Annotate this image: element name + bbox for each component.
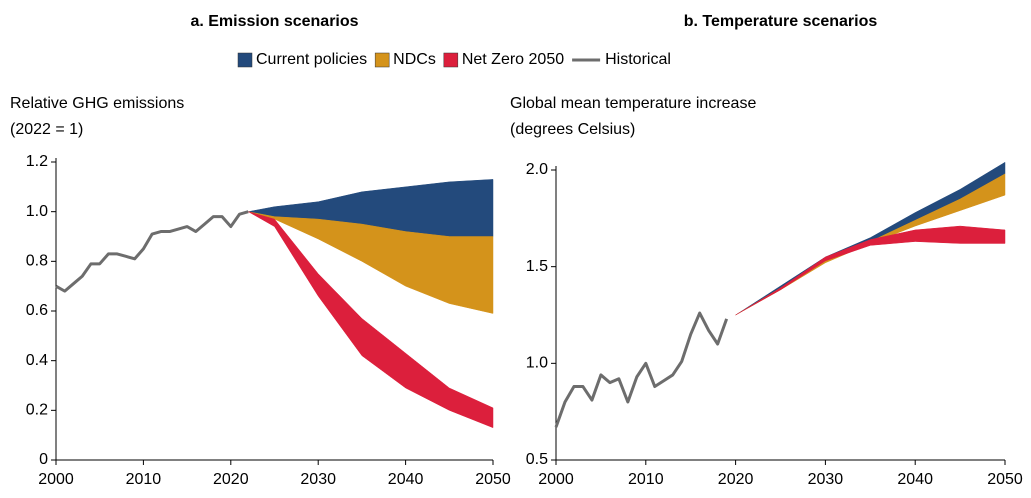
y-tick-label: 1.0 xyxy=(526,355,548,372)
chart-title: a. Emission scenarios xyxy=(190,13,358,30)
scenario-band xyxy=(248,211,494,314)
x-tick-label: 2030 xyxy=(300,471,336,488)
chart-title: b. Temperature scenarios xyxy=(684,13,878,30)
legend-swatch xyxy=(443,52,459,68)
historical-line xyxy=(55,210,249,293)
y-axis-label: Relative GHG emissions xyxy=(10,95,184,112)
scenario-band xyxy=(248,211,494,429)
y-tick-label: 1.5 xyxy=(526,258,548,275)
y-tick-label: 0.2 xyxy=(26,402,48,419)
x-tick-label: 2050 xyxy=(475,471,511,488)
y-tick-label: 0.4 xyxy=(26,352,48,369)
scenario-band xyxy=(735,225,1006,316)
y-axis-label: Global mean temperature increase xyxy=(510,95,756,112)
x-tick-label: 2000 xyxy=(38,471,74,488)
legend-swatch xyxy=(374,52,390,68)
y-tick-label: 0.8 xyxy=(26,253,48,270)
x-tick-label: 2050 xyxy=(987,471,1023,488)
x-tick-label: 2010 xyxy=(628,471,664,488)
x-tick-label: 2000 xyxy=(538,471,574,488)
legend-label: Net Zero 2050 xyxy=(462,51,564,68)
x-tick-label: 2040 xyxy=(897,471,933,488)
legend-label: NDCs xyxy=(393,51,436,68)
x-tick-label: 2020 xyxy=(213,471,249,488)
y-tick-label: 2.0 xyxy=(526,161,548,178)
y-tick-label: 0 xyxy=(39,451,48,468)
x-tick-label: 2040 xyxy=(388,471,424,488)
y-axis-label: (2022 = 1) xyxy=(10,121,83,138)
x-tick-label: 2010 xyxy=(126,471,162,488)
y-axis-label: (degrees Celsius) xyxy=(510,121,635,138)
y-tick-label: 1.0 xyxy=(26,203,48,220)
y-tick-label: 0.5 xyxy=(526,451,548,468)
x-tick-label: 2020 xyxy=(718,471,754,488)
x-tick-label: 2030 xyxy=(808,471,844,488)
y-tick-label: 1.2 xyxy=(26,153,48,170)
historical-line xyxy=(554,311,729,428)
legend-label: Historical xyxy=(605,51,671,68)
legend-swatch xyxy=(237,52,253,68)
y-tick-label: 0.6 xyxy=(26,302,48,319)
legend-label: Current policies xyxy=(256,51,367,68)
